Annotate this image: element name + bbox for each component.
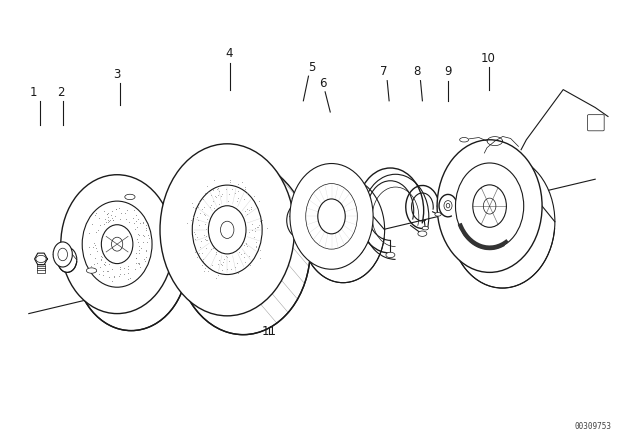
Ellipse shape	[82, 201, 152, 287]
Ellipse shape	[96, 218, 166, 304]
Ellipse shape	[290, 164, 373, 269]
Ellipse shape	[75, 192, 188, 331]
Ellipse shape	[209, 206, 246, 254]
Text: 7: 7	[380, 65, 388, 78]
Text: 10: 10	[480, 52, 495, 65]
Ellipse shape	[479, 193, 513, 235]
Ellipse shape	[317, 197, 369, 263]
Text: 11: 11	[261, 325, 276, 338]
Ellipse shape	[58, 248, 68, 261]
Ellipse shape	[314, 211, 321, 215]
Text: 4: 4	[225, 47, 233, 60]
Polygon shape	[35, 253, 47, 265]
Text: 6: 6	[319, 77, 327, 90]
Ellipse shape	[314, 226, 321, 230]
Ellipse shape	[456, 163, 524, 249]
Ellipse shape	[473, 185, 506, 227]
Ellipse shape	[101, 225, 133, 263]
Ellipse shape	[301, 177, 385, 283]
Ellipse shape	[125, 194, 135, 200]
Ellipse shape	[306, 184, 357, 249]
Ellipse shape	[111, 237, 123, 251]
Bar	[37, 264, 45, 273]
Ellipse shape	[386, 252, 395, 258]
Ellipse shape	[108, 233, 140, 272]
Ellipse shape	[53, 242, 72, 267]
Ellipse shape	[444, 201, 452, 211]
Ellipse shape	[220, 221, 234, 238]
Ellipse shape	[192, 185, 262, 275]
Ellipse shape	[422, 226, 429, 230]
Ellipse shape	[446, 203, 450, 208]
Ellipse shape	[208, 204, 278, 293]
Ellipse shape	[324, 206, 351, 241]
Text: 2: 2	[57, 86, 65, 99]
Ellipse shape	[318, 199, 345, 234]
Text: 5: 5	[308, 61, 316, 74]
Ellipse shape	[86, 268, 97, 273]
Ellipse shape	[460, 138, 468, 142]
Ellipse shape	[483, 198, 496, 214]
Text: 9: 9	[444, 65, 452, 78]
FancyBboxPatch shape	[588, 115, 604, 131]
Ellipse shape	[61, 175, 173, 314]
Text: 3: 3	[113, 68, 121, 81]
Ellipse shape	[176, 163, 310, 335]
Ellipse shape	[216, 215, 254, 263]
Ellipse shape	[468, 179, 536, 265]
Ellipse shape	[437, 140, 542, 272]
Ellipse shape	[450, 155, 555, 288]
Text: 8: 8	[413, 65, 421, 78]
Ellipse shape	[58, 247, 77, 272]
Ellipse shape	[418, 231, 427, 237]
Ellipse shape	[435, 212, 441, 216]
Ellipse shape	[36, 255, 46, 263]
Text: 1: 1	[29, 86, 37, 99]
Ellipse shape	[160, 144, 294, 316]
Text: 00309753: 00309753	[574, 422, 611, 431]
